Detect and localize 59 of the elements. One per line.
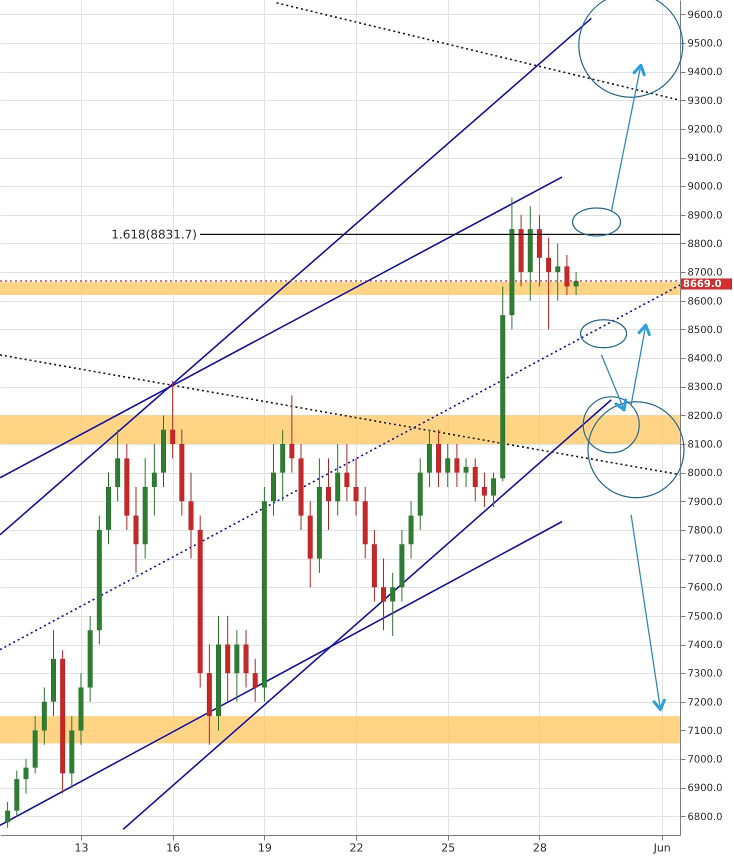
candlestick	[152, 443, 157, 516]
y-tick-label: 9500.0	[688, 38, 722, 50]
candlestick	[482, 472, 487, 508]
candlestick	[390, 572, 396, 636]
candlestick	[564, 254, 570, 296]
candlestick	[491, 472, 496, 508]
y-tick-label: 8400.0	[688, 354, 722, 365]
candlestick	[344, 443, 350, 502]
x-tick-label: 28	[532, 842, 547, 854]
y-tick-label: 9600.0	[688, 10, 722, 21]
ref-line-label: 8669.0	[683, 279, 722, 290]
y-tick-label: 9400.0	[688, 67, 722, 78]
y-tick-label: 7700.0	[688, 554, 722, 566]
x-tick-label: 25	[441, 842, 456, 854]
y-tick-label: 9000.0	[688, 182, 722, 193]
candlestick	[23, 758, 28, 794]
candlestick	[574, 272, 579, 296]
x-tick-label: 19	[258, 842, 272, 854]
y-tick-label: 9200.0	[688, 124, 722, 136]
candlestick	[289, 394, 294, 474]
candlestick	[326, 458, 332, 530]
y-tick-label: 7600.0	[688, 582, 722, 594]
y-tick-label: 7300.0	[688, 668, 722, 680]
candlestick	[252, 658, 258, 702]
candlestick	[354, 458, 359, 516]
y-tick-label: 8800.0	[688, 238, 722, 250]
y-tick-label: 8500.0	[688, 324, 722, 336]
x-tick-label: 13	[74, 842, 88, 854]
candlestick	[170, 380, 176, 459]
x-tick-label: 22	[350, 842, 364, 854]
ref-line-label: 1.618(8831.7)	[111, 227, 197, 242]
y-tick-label: 8900.0	[688, 210, 722, 222]
candlestick	[472, 458, 478, 502]
candlestick	[5, 802, 10, 828]
y-tick-label: 7900.0	[688, 496, 722, 508]
y-tick-label: 7400.0	[688, 640, 722, 652]
y-tick-label: 8300.0	[688, 382, 722, 394]
candlestick	[381, 558, 386, 631]
y-tick-label: 7800.0	[688, 525, 722, 536]
candlestick	[445, 443, 450, 488]
y-tick-label: 9100.0	[688, 153, 722, 164]
y-tick-label: 8000.0	[688, 468, 722, 480]
x-tick-label: 16	[166, 842, 180, 854]
y-tick-label: 8600.0	[688, 296, 722, 308]
y-tick-label: 7200.0	[688, 697, 722, 708]
candlestick	[546, 237, 552, 330]
y-tick-label: 9300.0	[688, 96, 722, 107]
y-tick-label: 8700.0	[688, 268, 722, 279]
y-tick-label: 8100.0	[688, 439, 722, 450]
y-tick-label: 7500.0	[688, 611, 722, 622]
y-tick-label: 8200.0	[688, 410, 722, 422]
candlestick	[454, 443, 460, 488]
y-tick-label: 6900.0	[688, 783, 722, 794]
candlestick	[464, 458, 469, 488]
x-tick-label: Jun	[652, 842, 671, 854]
y-tick-label: 7000.0	[688, 754, 722, 766]
y-tick-label: 6800.0	[688, 812, 722, 823]
y-tick-label: 7100.0	[688, 726, 722, 737]
candlestick	[555, 242, 560, 302]
